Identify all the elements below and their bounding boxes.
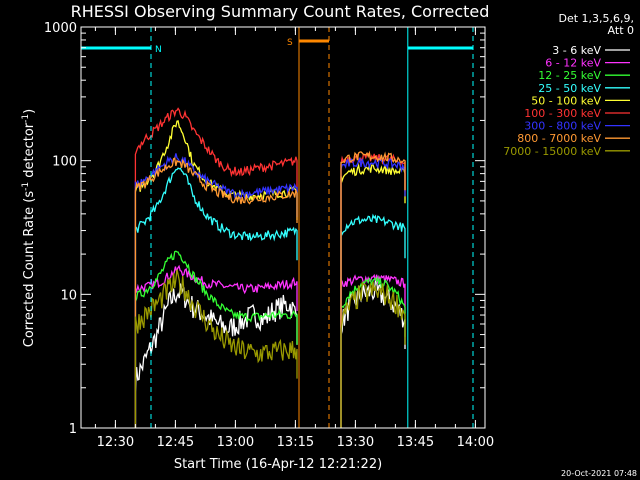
legend-label-4: 50 - 100 keV [531, 94, 601, 107]
series-line-0-seg1 [134, 283, 298, 428]
series-line-3-seg1 [134, 167, 298, 428]
x-tick-label-4: 13:30 [337, 435, 374, 450]
legend-label-5: 100 - 300 keV [524, 107, 601, 120]
y-tick-label-0: 1 [69, 422, 77, 437]
series-line-4-seg1 [134, 120, 298, 428]
series-line-5-seg1 [134, 107, 298, 428]
legend-label-3: 25 - 50 keV [538, 82, 601, 95]
y-axis-label-part: Corrected Count Rate (s [22, 191, 37, 348]
legend-label-8: 7000 - 15000 keV [503, 145, 601, 158]
series-line-0-seg2 [340, 280, 406, 428]
series-line-1-seg1 [134, 264, 298, 428]
tick-layer: 12:30 12:45 13:00 13:15 13:30 13:45 14:00 1 10 10… [44, 21, 494, 450]
y-tick-label-2: 100 [52, 155, 77, 170]
marker-label-S: S [287, 38, 293, 48]
series-layer [134, 107, 406, 428]
series-line-6-seg1 [134, 153, 298, 428]
series-line-2-seg1 [134, 250, 298, 428]
x-tick-label-3: 13:15 [277, 435, 314, 450]
x-axis-label: Start Time (16-Apr-12 12:21:22) [174, 457, 382, 472]
series-line-8-seg2 [340, 281, 406, 428]
y-axis-label-part: detector [22, 122, 37, 182]
series-line-6-seg2 [340, 156, 406, 428]
series-line-1-seg2 [340, 273, 406, 428]
marker-label-N: N [155, 45, 162, 55]
x-tick-label-6: 14:00 [457, 435, 494, 450]
legend-header-0: Det 1,3,5,6,9, [558, 12, 634, 25]
y-axis-label-part: -1 [21, 182, 31, 191]
y-tick-label-3: 1000 [44, 21, 77, 36]
legend-label-2: 12 - 25 keV [538, 69, 601, 82]
timestamp-stamp: 20-Oct-2021 07:48 [561, 469, 637, 478]
y-axis-label: Corrected Count Rate (s-1 detector-1) [21, 109, 37, 347]
legend-label-6: 300 - 800 keV [524, 120, 601, 133]
plot-frame [80, 26, 486, 429]
y-axis-label-part: -1 [21, 114, 31, 123]
x-tick-label-5: 13:45 [397, 435, 434, 450]
x-tick-label-0: 12:30 [97, 435, 134, 450]
chart-title: RHESSI Observing Summary Count Rates, Co… [71, 2, 490, 21]
series-line-3-seg2 [340, 213, 406, 428]
legend-label-7: 800 - 7000 keV [517, 132, 601, 145]
x-tick-label-1: 12:45 [157, 435, 194, 450]
series-line-2-seg2 [340, 275, 406, 428]
marker-layer: NS [81, 27, 474, 428]
x-tick-label-2: 13:00 [217, 435, 254, 450]
legend-label-1: 6 - 12 keV [545, 57, 601, 70]
series-line-7-seg2 [340, 150, 406, 428]
series-line-8-seg1 [134, 269, 298, 428]
series-line-7-seg1 [134, 157, 298, 428]
y-axis-label-part: ) [22, 109, 37, 114]
legend-header-1: Att 0 [608, 24, 634, 37]
legend-label-0: 3 - 6 keV [552, 44, 601, 57]
y-tick-label-1: 10 [60, 288, 77, 303]
